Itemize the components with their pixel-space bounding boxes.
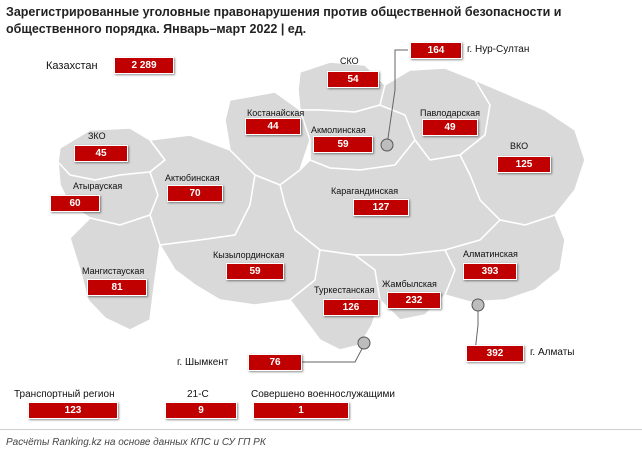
region-label-karaganda: Карагандинская — [331, 186, 399, 196]
region-label-zhambyl: Жамбылская — [382, 279, 437, 289]
region-mangistau — [69, 214, 161, 331]
region-label-turkestan: Туркестанская — [314, 285, 375, 295]
region-badge-sko: 54 — [327, 71, 379, 88]
region-label-akmola: Акмолинская — [311, 125, 366, 135]
region-label-pavlodar: Павлодарская — [420, 108, 480, 118]
region-badge-kostanay: 44 — [245, 118, 301, 135]
transport-region-label: Транспортный регион — [14, 389, 115, 400]
region-label-vko: ВКО — [510, 141, 529, 151]
region-almaty — [444, 214, 566, 303]
military-label: Совершено военнослужащими — [251, 389, 395, 400]
region-badge-pavlodar: 49 — [422, 119, 478, 136]
region-badge-aktobe: 70 — [167, 185, 223, 202]
region-label-mangistau: Мангистауская — [82, 266, 145, 276]
region-badge-karaganda: 127 — [353, 199, 409, 216]
city-label-almaty: г. Алматы — [530, 347, 575, 358]
source-footer: Расчёты Ranking.kz на основе данных КПС … — [6, 437, 266, 448]
almaty-marker — [471, 298, 485, 312]
region-badge-kyzylorda: 59 — [226, 263, 284, 280]
map-title: Зарегистрированные уголовные правонаруше… — [6, 5, 562, 36]
city-badge-nursultan: 164 — [410, 42, 462, 59]
shymkent-marker — [357, 336, 371, 350]
footer-divider — [0, 429, 642, 430]
region-label-sko: СКО — [340, 56, 359, 66]
total-label: Казахстан — [46, 60, 98, 72]
region-badge-turkestan: 126 — [323, 299, 379, 316]
region-badge-zhambyl: 232 — [387, 292, 441, 309]
city-badge-shymkent: 76 — [248, 354, 302, 371]
military-badge: 1 — [253, 402, 349, 419]
region-badge-vko: 125 — [497, 156, 551, 173]
transport-region-badge: 123 — [28, 402, 118, 419]
city-label-shymkent: г. Шымкент — [177, 357, 229, 368]
region-label-aktobe: Актюбинская — [165, 173, 220, 183]
region-label-zko: ЗКО — [88, 131, 106, 141]
shymkent-leader — [302, 344, 365, 363]
nursultan-marker — [380, 138, 394, 152]
region-label-almaty-oblast: Алматинская — [463, 249, 518, 259]
region-label-kostanay: Костанайская — [247, 108, 305, 118]
region-badge-akmola: 59 — [313, 136, 373, 153]
21c-label: 21-С — [187, 389, 209, 400]
21c-badge: 9 — [165, 402, 237, 419]
region-badge-almaty-oblast: 393 — [463, 263, 517, 280]
region-badge-mangistau: 81 — [87, 279, 147, 296]
region-label-atyrau: Атырауская — [73, 181, 123, 191]
region-label-kyzylorda: Кызылординская — [213, 250, 285, 260]
region-badge-atyrau: 60 — [50, 195, 100, 212]
city-label-nursultan: г. Нур-Султан — [467, 44, 530, 55]
city-badge-almaty: 392 — [466, 345, 524, 362]
total-badge: 2 289 — [114, 57, 174, 74]
region-badge-zko: 45 — [74, 145, 128, 162]
nursultan-leader — [386, 49, 408, 146]
